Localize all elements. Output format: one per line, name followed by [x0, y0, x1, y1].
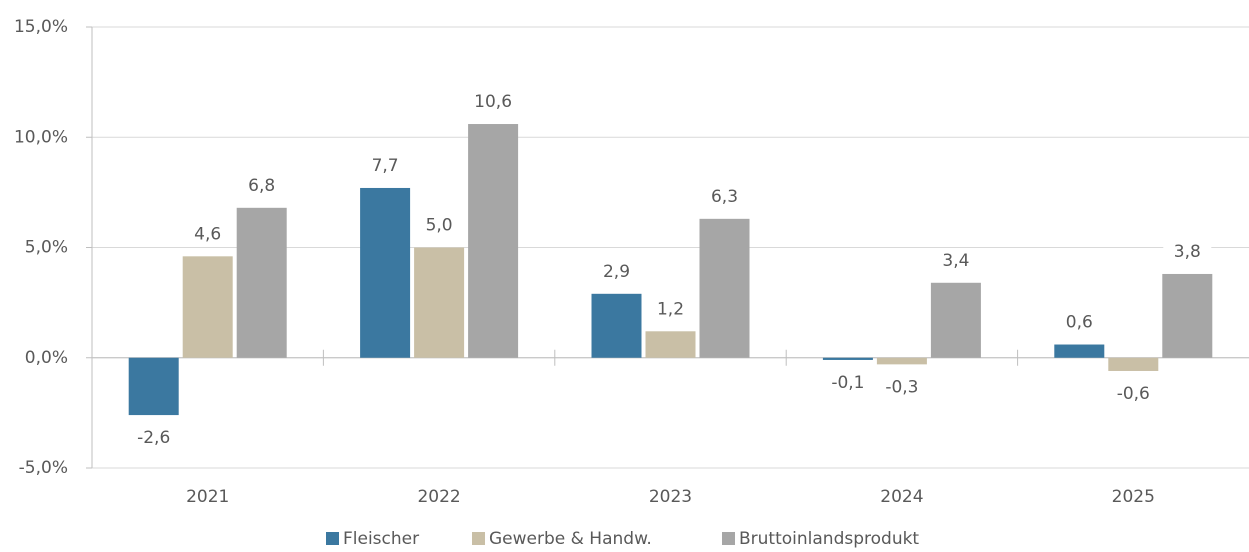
label-bg — [1163, 239, 1212, 264]
data-label: -2,6 — [137, 428, 170, 448]
data-label: 6,8 — [248, 176, 275, 196]
label-bg — [237, 173, 286, 198]
legend-label: Bruttoinlandsprodukt — [739, 529, 919, 549]
x-tick-label: 2021 — [186, 487, 229, 507]
legend-label: Fleischer — [343, 529, 419, 549]
bar — [822, 357, 873, 360]
data-label: 4,6 — [194, 224, 221, 244]
legend-swatch — [326, 532, 339, 545]
data-label: 2,9 — [603, 262, 630, 282]
bar — [128, 357, 179, 416]
y-tick-label: 5,0% — [25, 238, 68, 258]
data-label: 1,2 — [657, 299, 684, 319]
legend-swatch — [472, 532, 485, 545]
label-bg — [415, 213, 464, 238]
bar — [360, 187, 411, 358]
bar — [699, 218, 750, 358]
x-tick-label: 2023 — [649, 487, 692, 507]
label-bg — [700, 184, 749, 209]
data-label: -0,1 — [831, 373, 864, 393]
bar — [1054, 344, 1105, 358]
x-tick-label: 2025 — [1112, 487, 1155, 507]
label-bg — [877, 375, 926, 400]
y-tick-label: 10,0% — [14, 127, 68, 147]
label-bg — [183, 222, 232, 247]
legend-swatch — [722, 532, 735, 545]
label-bg — [931, 248, 980, 273]
legend-label: Gewerbe & Handw. — [489, 529, 652, 549]
data-label: -0,6 — [1117, 384, 1150, 404]
label-bg — [1109, 381, 1158, 406]
bar — [645, 331, 696, 358]
label-bg — [592, 259, 641, 284]
y-tick-label: 0,0% — [25, 348, 68, 368]
bar — [1108, 357, 1159, 371]
data-label: 10,6 — [474, 92, 512, 112]
label-bg — [823, 370, 872, 395]
x-tick-label: 2022 — [417, 487, 460, 507]
y-tick-label: 15,0% — [14, 17, 68, 37]
bar — [414, 247, 465, 358]
data-label: 0,6 — [1066, 313, 1093, 333]
data-label: 3,4 — [942, 251, 969, 271]
bar — [876, 357, 927, 365]
y-tick-label: -5,0% — [19, 458, 68, 478]
x-tick-label: 2024 — [880, 487, 923, 507]
bar — [182, 256, 233, 358]
bar — [1162, 273, 1213, 358]
bar — [591, 293, 642, 358]
label-bg — [1055, 310, 1104, 335]
data-label: -0,3 — [885, 377, 918, 397]
bar — [930, 282, 981, 358]
label-bg — [129, 426, 178, 451]
data-label: 3,8 — [1174, 242, 1201, 262]
label-bg — [469, 90, 518, 115]
bar — [468, 124, 519, 358]
label-bg — [646, 297, 695, 322]
data-label: 6,3 — [711, 187, 738, 207]
data-label: 7,7 — [372, 156, 399, 176]
data-label: 5,0 — [426, 216, 453, 236]
bar — [236, 207, 287, 358]
label-bg — [361, 153, 410, 178]
